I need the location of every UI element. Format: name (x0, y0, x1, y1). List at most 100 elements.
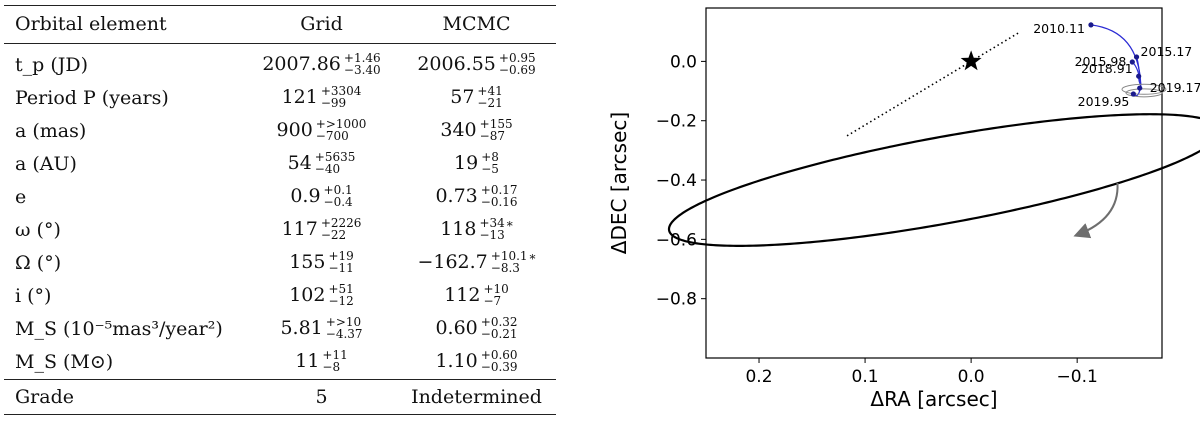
mcmc-upper-error: +0.17 (480, 183, 518, 197)
observation-epoch-label: 2015.98 (1075, 54, 1127, 69)
mcmc-value-cell: 112 +10 −7 (399, 279, 554, 311)
grid-value: 0.9 (290, 185, 321, 207)
mcmc-note-asterisk: * (529, 252, 536, 266)
grid-lower-error: −40 (314, 162, 341, 176)
y-tick-label: 0.0 (670, 52, 697, 72)
x-tick-label: 0.1 (852, 367, 879, 387)
mcmc-lower-error: −0.21 (480, 327, 518, 341)
mcmc-value: 112 (444, 284, 481, 306)
table-top-rule (4, 5, 556, 7)
mcmc-upper-error: +155 (479, 117, 513, 131)
mcmc-upper-error: +0.95 (498, 51, 536, 65)
grid-lower-error: −12 (328, 294, 354, 308)
grid-value-cell: 2007.86 +1.46 −3.40 (244, 48, 399, 80)
table-grade-rule (4, 379, 556, 380)
grade-grid-value: 5 (315, 386, 328, 408)
x-tick-label: 0.2 (745, 367, 772, 387)
orbit-plot: 0.2 0.1 0.0 −0.1 0.0 −0.2 −0.4 −0.6 −0.8 2010.11… (580, 0, 1200, 421)
row-label: e (15, 186, 27, 208)
mcmc-value-cell: 2006.55 +0.95 −0.69 (399, 48, 554, 80)
row-label: a (AU) (15, 153, 77, 175)
grade-label: Grade (15, 386, 74, 408)
grid-upper-error: +0.1 (323, 183, 353, 197)
observation-point (1130, 91, 1136, 97)
observation-point (1129, 59, 1135, 65)
y-tick-label: −0.6 (656, 230, 697, 250)
mcmc-value: 57 (450, 86, 475, 108)
mcmc-value: −162.7 (417, 251, 488, 273)
grid-value-cell: 102 +51 −12 (244, 279, 399, 311)
mcmc-value: 0.73 (435, 185, 478, 207)
observation-point (1136, 73, 1142, 79)
grid-lower-error: −8 (322, 360, 341, 374)
header-grid: Grid (300, 13, 343, 35)
mcmc-value-cell: 340 +155 −87 (399, 114, 554, 146)
grid-lower-error: −4.37 (325, 327, 363, 341)
x-axis-label: ΔRA [arcsec] (870, 387, 997, 411)
mcmc-value-cell: 1.10 +0.60 −0.39 (399, 345, 554, 377)
row-label: a (mas) (15, 120, 87, 142)
grid-upper-error: +>1000 (315, 117, 367, 131)
observation-epoch-label: 2010.11 (1033, 21, 1085, 36)
motion-direction-arrow-icon (1073, 182, 1119, 239)
grid-value: 102 (289, 284, 326, 306)
y-tick-label: −0.4 (656, 171, 697, 191)
observation-epoch-label: 2019.17 (1150, 80, 1200, 95)
header-orbital-element: Orbital element (15, 13, 167, 35)
epoch-loop (1125, 88, 1163, 98)
orbit-plot-svg: 0.2 0.1 0.0 −0.1 0.0 −0.2 −0.4 −0.6 −0.8 2010.11… (607, 7, 1200, 411)
mcmc-upper-error: +0.60 (480, 348, 518, 362)
grid-upper-error: +11 (322, 348, 348, 362)
grid-upper-error: +2226 (320, 216, 362, 230)
table-header-rule (4, 43, 556, 44)
mcmc-upper-error: +10 (483, 282, 509, 296)
mcmc-lower-error: −0.69 (498, 63, 536, 77)
x-tick-label: 0.0 (958, 367, 985, 387)
mcmc-lower-error: −21 (477, 96, 503, 110)
mcmc-upper-error: +10.1 (490, 249, 528, 263)
table-bottom-rule (4, 414, 556, 416)
mcmc-lower-error: −0.39 (480, 360, 518, 374)
mcmc-value-cell: 118 +34 −13 * (399, 213, 554, 245)
mcmc-note-asterisk: * (506, 219, 513, 233)
central-star-icon (960, 50, 982, 71)
grid-upper-error: +51 (328, 282, 354, 296)
row-label: Period P (years) (15, 87, 169, 109)
mcmc-lower-error: −8.3 (490, 261, 520, 275)
observation-epoch-label: 2019.95 (1078, 94, 1130, 109)
y-axis-label: ΔDEC [arcsec] (607, 112, 631, 254)
grid-lower-error: −3.40 (343, 63, 381, 77)
y-tick-label: −0.8 (656, 290, 697, 310)
mcmc-value-cell: 19 +8 −5 (399, 147, 554, 179)
mcmc-upper-error: +34 (479, 216, 505, 230)
grid-lower-error: −11 (328, 261, 354, 275)
mcmc-lower-error: −13 (479, 228, 505, 242)
grid-value-cell: 155 +19 −11 (244, 246, 399, 278)
grid-value: 5.81 (280, 317, 323, 339)
grid-lower-error: −0.4 (323, 195, 353, 209)
grid-lower-error: −700 (315, 129, 349, 143)
row-label: t_p (JD) (15, 54, 89, 76)
grade-mcmc-value: Indetermined (411, 386, 542, 408)
mcmc-value: 0.60 (435, 317, 478, 339)
mcmc-lower-error: −0.16 (480, 195, 518, 209)
mcmc-value-cell: 0.73 +0.17 −0.16 (399, 180, 554, 212)
observation-point (1137, 85, 1143, 91)
grid-upper-error: +5635 (314, 150, 356, 164)
grid-upper-error: +3304 (320, 84, 362, 98)
grid-value: 121 (281, 86, 318, 108)
axis-ticks: 0.2 0.1 0.0 −0.1 0.0 −0.2 −0.4 −0.6 −0.8 (656, 52, 1098, 387)
grid-value-cell: 5.81 +>10 −4.37 (244, 312, 399, 344)
header-mcmc: MCMC (442, 13, 511, 35)
grid-value-cell: 54 +5635 −40 (244, 147, 399, 179)
mcmc-lower-error: −7 (483, 294, 502, 308)
grid-value-cell: 0.9 +0.1 −0.4 (244, 180, 399, 212)
observation-point (1133, 54, 1140, 60)
mcmc-value-cell: 57 +41 −21 (399, 81, 554, 113)
observation-point (1088, 22, 1094, 28)
grid-value-cell: 117 +2226 −22 (244, 213, 399, 245)
grid-value: 117 (281, 218, 318, 240)
grid-upper-error: +1.46 (343, 51, 381, 65)
grid-upper-error: +19 (328, 249, 354, 263)
